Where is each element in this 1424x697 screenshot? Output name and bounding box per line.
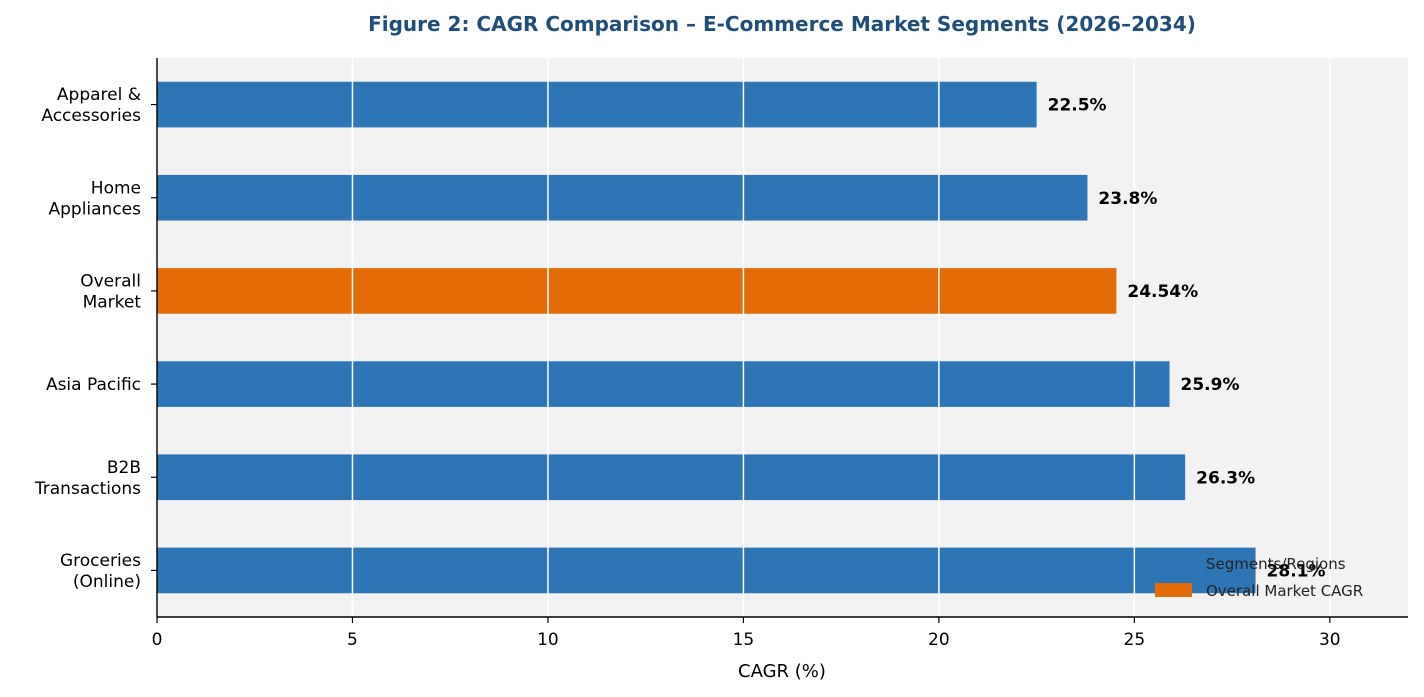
x-tick-label: 25 [1124,630,1146,650]
category-label: Home Appliances [48,178,141,219]
legend-label: Segments/Regions [1206,555,1346,573]
x-ticks-group: 0 5 10 15 20 25 30 [152,617,1341,650]
grid-lines [351,58,1331,617]
x-tick-label: 5 [347,630,358,650]
plot-background [157,58,1408,617]
value-label: 25.9% [1181,375,1240,395]
value-label: 26.3% [1196,468,1255,488]
x-tick-label: 20 [928,630,950,650]
bar [157,174,1088,221]
x-tick-label: 0 [152,630,163,650]
x-tick-label: 15 [733,630,755,650]
value-label: 23.8% [1098,189,1157,209]
chart-title: Figure 2: CAGR Comparison – E-Commerce M… [368,12,1196,36]
bar [157,268,1117,314]
bar [157,547,1256,594]
category-label: B2B Transactions [34,458,141,499]
bar [157,454,1186,501]
x-axis-title: CAGR (%) [738,661,826,682]
x-tick-label: 10 [537,630,559,650]
bars-group [157,81,1256,594]
category-label: Groceries (Online) [60,551,141,592]
category-label: Apparel & Accessories [41,85,141,126]
legend: Segments/Regions Overall Market CAGR [1155,555,1363,600]
category-labels-group: Apparel & Accessories Home Appliances Overal… [34,85,157,592]
axes-group [156,58,1408,618]
category-label: Overall Market [80,271,141,312]
legend-label: Overall Market CAGR [1206,582,1363,600]
value-label: 22.5% [1048,96,1107,116]
value-label: 24.54% [1127,282,1198,302]
category-label: Asia Pacific [46,375,141,395]
x-tick-label: 30 [1319,630,1341,650]
legend-swatch [1155,583,1192,597]
bar [157,81,1037,128]
bar [157,361,1170,407]
value-label: 28.1% [1267,561,1326,581]
value-labels-group: 22.5% 23.8% 24.54% 25.9% 26.3% 28.1% [1048,96,1326,582]
